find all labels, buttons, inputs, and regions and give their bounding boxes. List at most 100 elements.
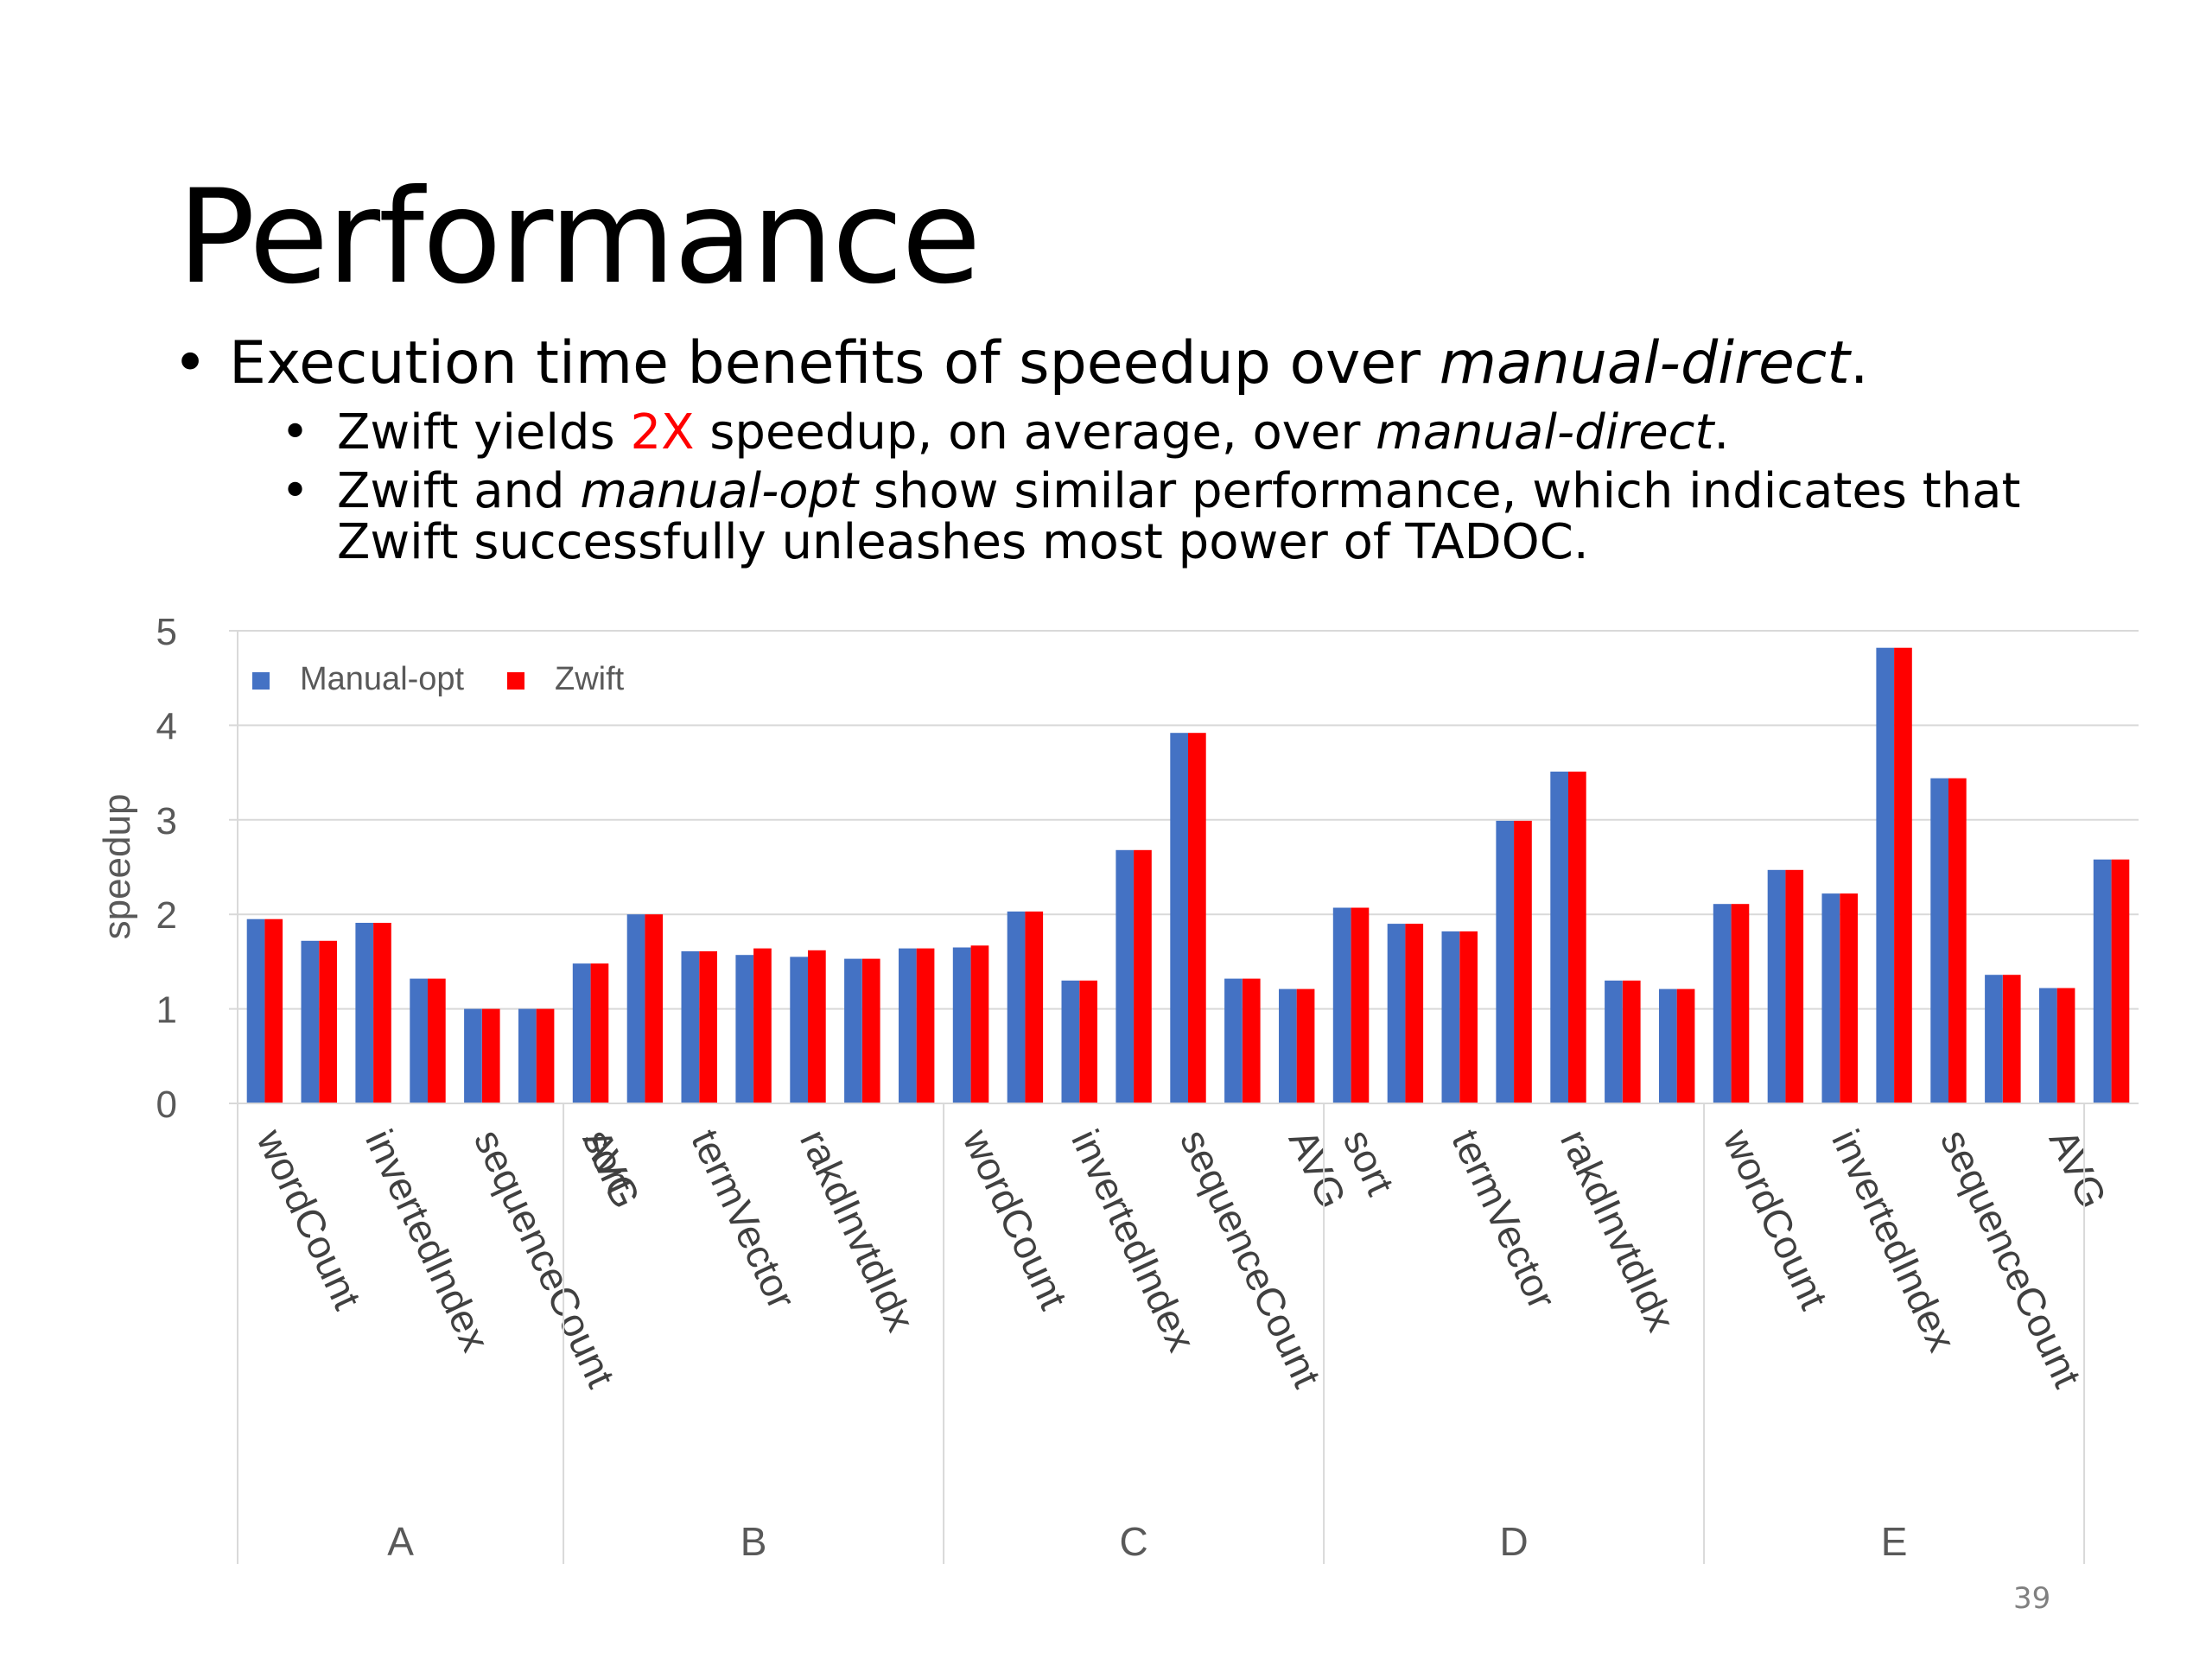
legend-swatch-zwift <box>507 672 524 690</box>
bar-manual-opt <box>899 948 917 1103</box>
bar-manual-opt <box>1170 733 1188 1103</box>
bar-manual-opt <box>1116 849 1135 1103</box>
bar-manual-opt <box>681 950 700 1103</box>
legend-label-manual-opt: Manual-opt <box>300 661 465 697</box>
group-label: B <box>741 1519 767 1564</box>
legend-swatch-manual-opt <box>252 672 270 690</box>
bullet-dot: • <box>173 329 208 397</box>
bullet-sub-1: • Zwift yields 2X speedup, on average, o… <box>173 404 2108 461</box>
bar-manual-opt <box>1876 647 1895 1103</box>
bar-manual-opt <box>1767 869 1786 1103</box>
group-label: E <box>1881 1519 1908 1564</box>
bullet-dot: • <box>281 404 310 461</box>
bar-zwift <box>1514 820 1532 1103</box>
bar-manual-opt <box>572 963 591 1103</box>
bar-zwift <box>1894 647 1912 1103</box>
bar-manual-opt <box>1007 911 1026 1103</box>
bullet-sub-1-highlight: 2X <box>630 404 695 461</box>
y-tick-label: 0 <box>156 1084 177 1126</box>
bar-zwift <box>264 918 283 1103</box>
bullet-sub-2-text2: show similar performance, which indicate… <box>337 463 2021 571</box>
group-label: C <box>1119 1519 1147 1564</box>
bar-manual-opt <box>952 947 971 1103</box>
bar-zwift <box>1568 772 1586 1103</box>
bar-zwift <box>1622 980 1641 1103</box>
bar-zwift <box>970 945 989 1103</box>
bar-zwift <box>1296 988 1315 1103</box>
bar-zwift <box>1785 869 1804 1103</box>
bar-zwift <box>1840 893 1858 1103</box>
bar-manual-opt <box>735 955 754 1103</box>
bar-manual-opt <box>1985 975 2003 1103</box>
bar-manual-opt <box>844 958 862 1103</box>
legend-label-zwift: Zwift <box>555 661 625 697</box>
group-label: A <box>387 1519 414 1564</box>
bar-manual-opt <box>1387 924 1406 1103</box>
bar-zwift <box>2111 859 2130 1103</box>
y-tick-label: 2 <box>156 894 177 937</box>
bar-manual-opt <box>1659 988 1677 1103</box>
bullet-sub-1-text1: Zwift yields <box>337 404 631 461</box>
bar-manual-opt <box>1279 988 1297 1103</box>
bar-zwift <box>1948 778 1967 1103</box>
category-label: wordCount <box>954 1122 1077 1316</box>
bar-zwift <box>319 940 337 1103</box>
bar-zwift <box>1459 931 1478 1103</box>
bar-zwift <box>861 958 880 1103</box>
bar-manual-opt <box>355 923 374 1103</box>
bar-manual-opt <box>1821 893 1840 1103</box>
category-label: termVector <box>683 1122 804 1316</box>
category-label: AVG <box>2041 1122 2116 1215</box>
category-label: wordCount <box>248 1122 371 1316</box>
y-tick-label: 3 <box>156 800 177 842</box>
bullet-sub-2: • Zwift and manual-opt show similar perf… <box>173 463 2108 569</box>
bar-zwift <box>1242 978 1261 1103</box>
bar-manual-opt <box>2093 859 2112 1103</box>
y-tick-label: 4 <box>156 705 177 747</box>
bar-zwift <box>1676 988 1695 1103</box>
bar-zwift <box>699 950 717 1103</box>
bar-zwift <box>2056 988 2075 1103</box>
y-tick-label: 1 <box>156 989 177 1032</box>
bar-manual-opt <box>1930 778 1948 1103</box>
bar-manual-opt <box>410 978 428 1103</box>
bar-manual-opt <box>246 918 265 1103</box>
bullet-dot: • <box>281 463 310 520</box>
y-axis-title: speedup <box>96 794 138 940</box>
bar-zwift <box>1405 924 1424 1103</box>
bar-zwift <box>536 1008 555 1103</box>
bar-zwift <box>590 963 609 1103</box>
bar-manual-opt <box>1550 772 1568 1103</box>
slide-title: Performance <box>177 162 982 313</box>
bar-zwift <box>1134 849 1152 1103</box>
bar-manual-opt <box>1332 907 1351 1103</box>
bar-zwift <box>1731 904 1750 1103</box>
category-label: termVector <box>1443 1122 1565 1316</box>
page-number: 39 <box>2013 1581 2051 1616</box>
bullet-main-prefix: Execution time benefits of speedup over <box>229 329 1440 397</box>
bar-manual-opt <box>1713 904 1732 1103</box>
category-label: rakdInvtdIdx <box>1552 1122 1684 1338</box>
category-label: rakdInvtdIdx <box>791 1122 924 1338</box>
bar-manual-opt <box>518 1008 537 1103</box>
bar-manual-opt <box>464 1008 482 1103</box>
bar-zwift <box>1079 980 1097 1103</box>
bar-zwift <box>916 948 935 1103</box>
y-tick-label: 5 <box>156 611 177 653</box>
bullet-list: • Execution time benefits of speedup ove… <box>173 328 2108 569</box>
bar-manual-opt <box>1441 931 1460 1103</box>
bar-zwift <box>373 923 391 1103</box>
bar-manual-opt <box>626 914 645 1103</box>
group-label: D <box>1499 1519 1528 1564</box>
bullet-main-em: manual-direct <box>1439 329 1850 397</box>
bar-manual-opt <box>1605 980 1623 1103</box>
bar-zwift <box>808 950 826 1103</box>
bar-manual-opt <box>790 957 808 1103</box>
bullet-sub-1-em: manual-direct <box>1376 404 1714 461</box>
bar-manual-opt <box>1061 980 1080 1103</box>
bar-zwift <box>2002 975 2021 1103</box>
bullet-main: • Execution time benefits of speedup ove… <box>173 328 2108 399</box>
bullet-sub-1-text2: speedup, on average, over <box>694 404 1376 461</box>
bar-zwift <box>428 978 446 1103</box>
bullet-sub-2-em: manual-opt <box>580 463 859 520</box>
